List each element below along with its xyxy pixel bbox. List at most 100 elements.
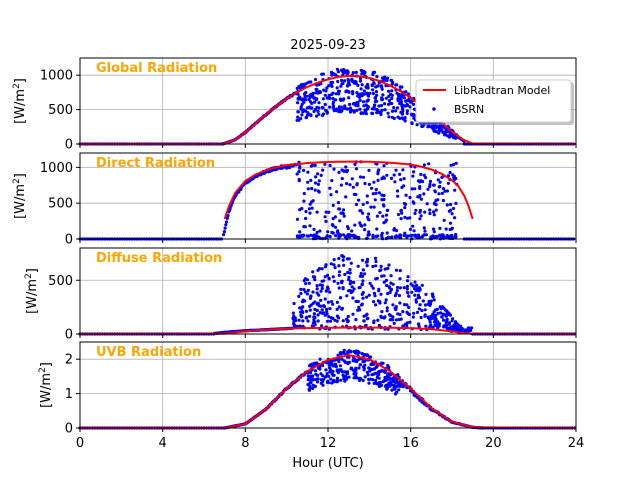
bsrn-point — [298, 324, 302, 328]
bsrn-point — [428, 179, 433, 183]
bsrn-point — [306, 377, 310, 382]
bsrn-point — [298, 306, 302, 310]
bsrn-point — [406, 275, 410, 279]
bsrn-point — [322, 377, 326, 381]
bsrn-point — [364, 323, 368, 328]
bsrn-point — [340, 370, 345, 374]
legend: LibRadtran Model BSRN — [415, 79, 574, 125]
bsrn-point — [377, 323, 381, 328]
bsrn-point — [306, 187, 310, 191]
bsrn-point — [373, 96, 378, 100]
bsrn-point — [351, 185, 355, 189]
bsrn-point — [315, 308, 319, 313]
bsrn-point — [316, 377, 320, 381]
bsrn-point — [361, 258, 365, 262]
bsrn-point — [393, 380, 397, 384]
y-axis-label-end: ] — [13, 78, 28, 83]
bsrn-point — [382, 164, 386, 168]
bsrn-point — [339, 378, 343, 382]
bsrn-point — [361, 175, 366, 179]
bsrn-point — [295, 217, 300, 221]
bsrn-point — [346, 319, 350, 323]
bsrn-point — [411, 102, 416, 106]
bsrn-point — [367, 233, 371, 237]
bsrn-point — [428, 208, 432, 212]
bsrn-point — [366, 105, 370, 109]
bsrn-point — [431, 227, 436, 231]
bsrn-point — [304, 109, 308, 113]
bsrn-point — [316, 301, 320, 305]
bsrn-point — [337, 357, 341, 362]
y-tick-label: 500 — [48, 103, 73, 118]
bsrn-point — [313, 163, 317, 167]
bsrn-point — [385, 306, 389, 310]
model-line — [223, 160, 474, 220]
bsrn-point — [362, 359, 366, 363]
bsrn-point — [460, 327, 464, 331]
bsrn-point — [373, 99, 377, 104]
bsrn-point — [374, 264, 378, 268]
bsrn-point — [371, 286, 375, 290]
bsrn-point — [388, 290, 392, 295]
bsrn-point — [406, 234, 410, 238]
bsrn-point — [340, 211, 344, 215]
bsrn-point — [354, 202, 359, 207]
bsrn-point — [395, 106, 400, 110]
bsrn-point — [348, 107, 352, 111]
bsrn-point — [398, 277, 402, 281]
bsrn-point — [331, 316, 335, 321]
bsrn-point — [361, 279, 365, 283]
bsrn-point — [361, 202, 365, 206]
bsrn-point — [374, 378, 378, 382]
bsrn-point — [376, 172, 380, 176]
y-tick-label: 0 — [65, 233, 73, 248]
bsrn-point — [434, 208, 438, 212]
bsrn-point — [373, 198, 377, 202]
bsrn-point — [375, 375, 379, 379]
bsrn-point — [328, 96, 332, 100]
bsrn-point — [435, 307, 439, 311]
bsrn-point — [353, 162, 357, 166]
bsrn-point — [384, 298, 388, 302]
bsrn-point — [341, 286, 345, 290]
bsrn-point — [421, 299, 425, 303]
bsrn-point — [307, 98, 311, 102]
bsrn-point — [376, 373, 380, 377]
bsrn-point — [469, 328, 473, 332]
bsrn-point — [340, 177, 344, 181]
bsrn-point — [311, 290, 315, 294]
bsrn-point — [323, 162, 327, 166]
bsrn-point — [328, 368, 333, 372]
bsrn-point — [397, 94, 401, 98]
bsrn-point — [436, 198, 440, 202]
bsrn-point — [349, 261, 353, 265]
bsrn-point — [396, 115, 400, 119]
bsrn-point — [366, 373, 370, 377]
bsrn-point — [428, 211, 432, 216]
bsrn-point — [372, 180, 376, 184]
bsrn-point — [365, 260, 369, 264]
bsrn-point — [402, 96, 407, 100]
bsrn-point — [385, 173, 389, 177]
bsrn-point — [412, 229, 416, 233]
bsrn-point — [379, 103, 384, 108]
bsrn-point — [345, 257, 350, 261]
bsrn-point — [414, 284, 418, 288]
y-tick-label: 1000 — [40, 69, 73, 84]
y-tick-label: 0 — [65, 138, 73, 153]
bsrn-point — [310, 206, 314, 210]
bsrn-point — [399, 209, 403, 213]
bsrn-point — [341, 70, 345, 74]
bsrn-point — [367, 366, 371, 370]
legend-marker-swatch — [432, 107, 436, 111]
bsrn-point — [324, 108, 328, 112]
bsrn-point — [300, 102, 304, 106]
bsrn-point — [354, 103, 358, 108]
bsrn-point — [329, 193, 333, 197]
bsrn-point — [302, 279, 306, 283]
bsrn-point — [343, 79, 347, 83]
bsrn-point — [401, 310, 405, 314]
bsrn-point — [403, 206, 407, 210]
x-tick-label: 4 — [159, 436, 167, 451]
